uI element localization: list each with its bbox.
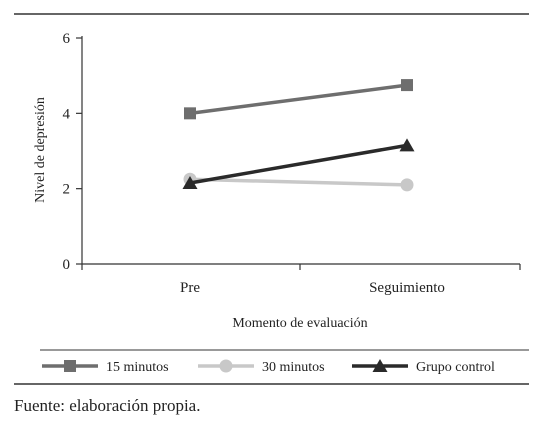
data-point-0-1 bbox=[401, 79, 413, 92]
series-line-1 bbox=[189, 177, 408, 187]
series-line-2 bbox=[189, 143, 408, 185]
data-point-2-1 bbox=[399, 138, 415, 152]
legend-item-0: 15 minutos bbox=[42, 360, 169, 375]
series-2 bbox=[182, 138, 415, 190]
legend-label-1: 30 minutos bbox=[262, 360, 325, 375]
legend-marker-2 bbox=[372, 359, 388, 372]
data-point-1-1 bbox=[400, 178, 414, 192]
series-1 bbox=[183, 172, 414, 192]
x-tick-label-1: Seguimiento bbox=[369, 280, 445, 296]
data-point-2-0 bbox=[182, 176, 198, 190]
legend-item-2: Grupo control bbox=[352, 359, 495, 375]
source-note: Fuente: elaboración propia. bbox=[14, 396, 201, 415]
x-axis-title: Momento de evaluación bbox=[232, 316, 367, 331]
series-0 bbox=[184, 79, 413, 120]
legend-marker-1 bbox=[219, 359, 233, 373]
line-chart: 0 2 4 6 Pre Seguimiento Nivel de depresión Mo… bbox=[14, 13, 529, 385]
legend-label-2: Grupo control bbox=[416, 360, 495, 375]
legend-label-0: 15 minutos bbox=[106, 360, 169, 375]
y-tick-label-3: 6 bbox=[63, 31, 71, 47]
y-tick-label-1: 2 bbox=[63, 182, 71, 198]
y-tick-label-2: 4 bbox=[63, 106, 71, 122]
legend-item-1: 30 minutos bbox=[198, 359, 325, 375]
series-line-0 bbox=[189, 83, 408, 116]
legend-marker-0 bbox=[64, 360, 76, 372]
x-tick-label-0: Pre bbox=[180, 280, 200, 296]
data-point-0-0 bbox=[184, 107, 196, 120]
y-axis-title: Nivel de depresión bbox=[33, 97, 48, 203]
y-tick-label-0: 0 bbox=[63, 257, 71, 273]
